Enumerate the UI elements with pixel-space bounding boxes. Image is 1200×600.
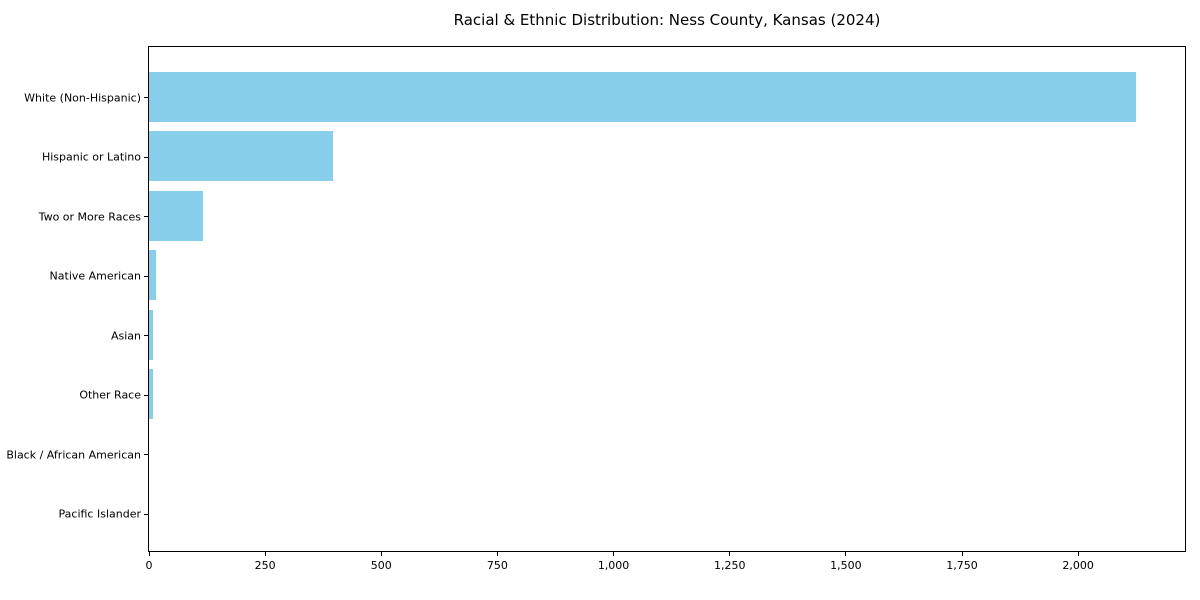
x-tick-label: 2,000 [1062, 559, 1094, 572]
x-tick-label: 1,000 [597, 559, 630, 572]
y-tick-mark [144, 335, 148, 336]
y-tick-label: Hispanic or Latino [41, 150, 141, 164]
x-tick-mark [264, 552, 266, 556]
y-tick-mark [144, 156, 148, 158]
y-tick-label: Two or More Races [38, 210, 141, 223]
y-tick-label: Black / African American [6, 448, 141, 461]
plot-area [148, 46, 1186, 552]
y-tick-mark [144, 97, 148, 98]
bar [149, 309, 153, 360]
bar [149, 250, 156, 300]
x-tick-label: 750 [486, 559, 508, 572]
bar [149, 131, 333, 181]
x-tick-label: 1,500 [830, 559, 862, 572]
y-tick-label: Other Race [79, 388, 141, 402]
y-tick-mark [144, 394, 148, 396]
x-tick-mark [613, 552, 615, 556]
y-tick-label: White (Non-Hispanic) [24, 91, 141, 104]
y-tick-mark [144, 275, 148, 277]
x-tick-mark [1077, 552, 1079, 556]
x-tick-mark [496, 552, 498, 556]
y-tick-label: Asian [110, 329, 141, 342]
y-tick-mark [144, 513, 148, 515]
bar [149, 369, 154, 419]
y-tick-mark [144, 454, 148, 455]
x-tick-label: 1,750 [946, 559, 978, 572]
y-tick-mark [144, 216, 148, 217]
chart-title: Racial & Ethnic Distribution: Ness Count… [453, 11, 881, 29]
y-tick-label: Native American [49, 269, 141, 283]
x-tick-mark [380, 552, 382, 556]
x-tick-mark [148, 552, 150, 556]
x-tick-mark [961, 552, 963, 556]
bar [149, 71, 1137, 122]
x-tick-label: 500 [370, 559, 392, 572]
x-tick-label: 0 [145, 559, 153, 572]
x-tick-label: 1,250 [713, 559, 746, 572]
x-tick-label: 250 [254, 559, 276, 572]
y-tick-label: Pacific Islander [58, 507, 141, 521]
bar [149, 190, 203, 241]
x-tick-mark [729, 552, 731, 556]
x-tick-mark [845, 552, 847, 556]
